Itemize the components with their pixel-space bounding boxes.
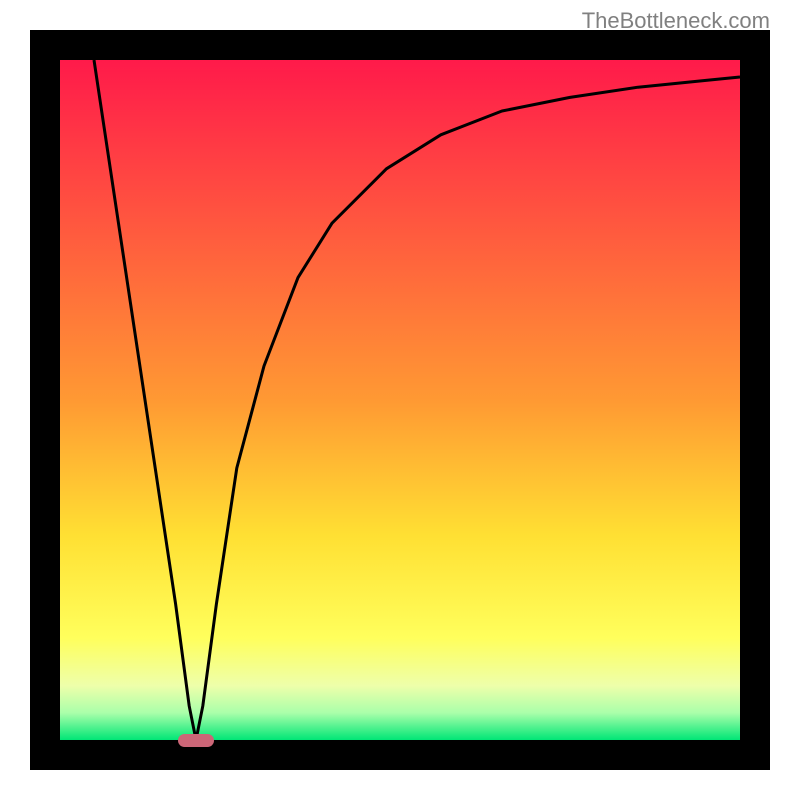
bottleneck-marker <box>178 734 214 747</box>
chart-container: TheBottleneck.com <box>0 0 800 800</box>
bottleneck-curve <box>0 0 800 800</box>
watermark-text: TheBottleneck.com <box>582 8 770 34</box>
